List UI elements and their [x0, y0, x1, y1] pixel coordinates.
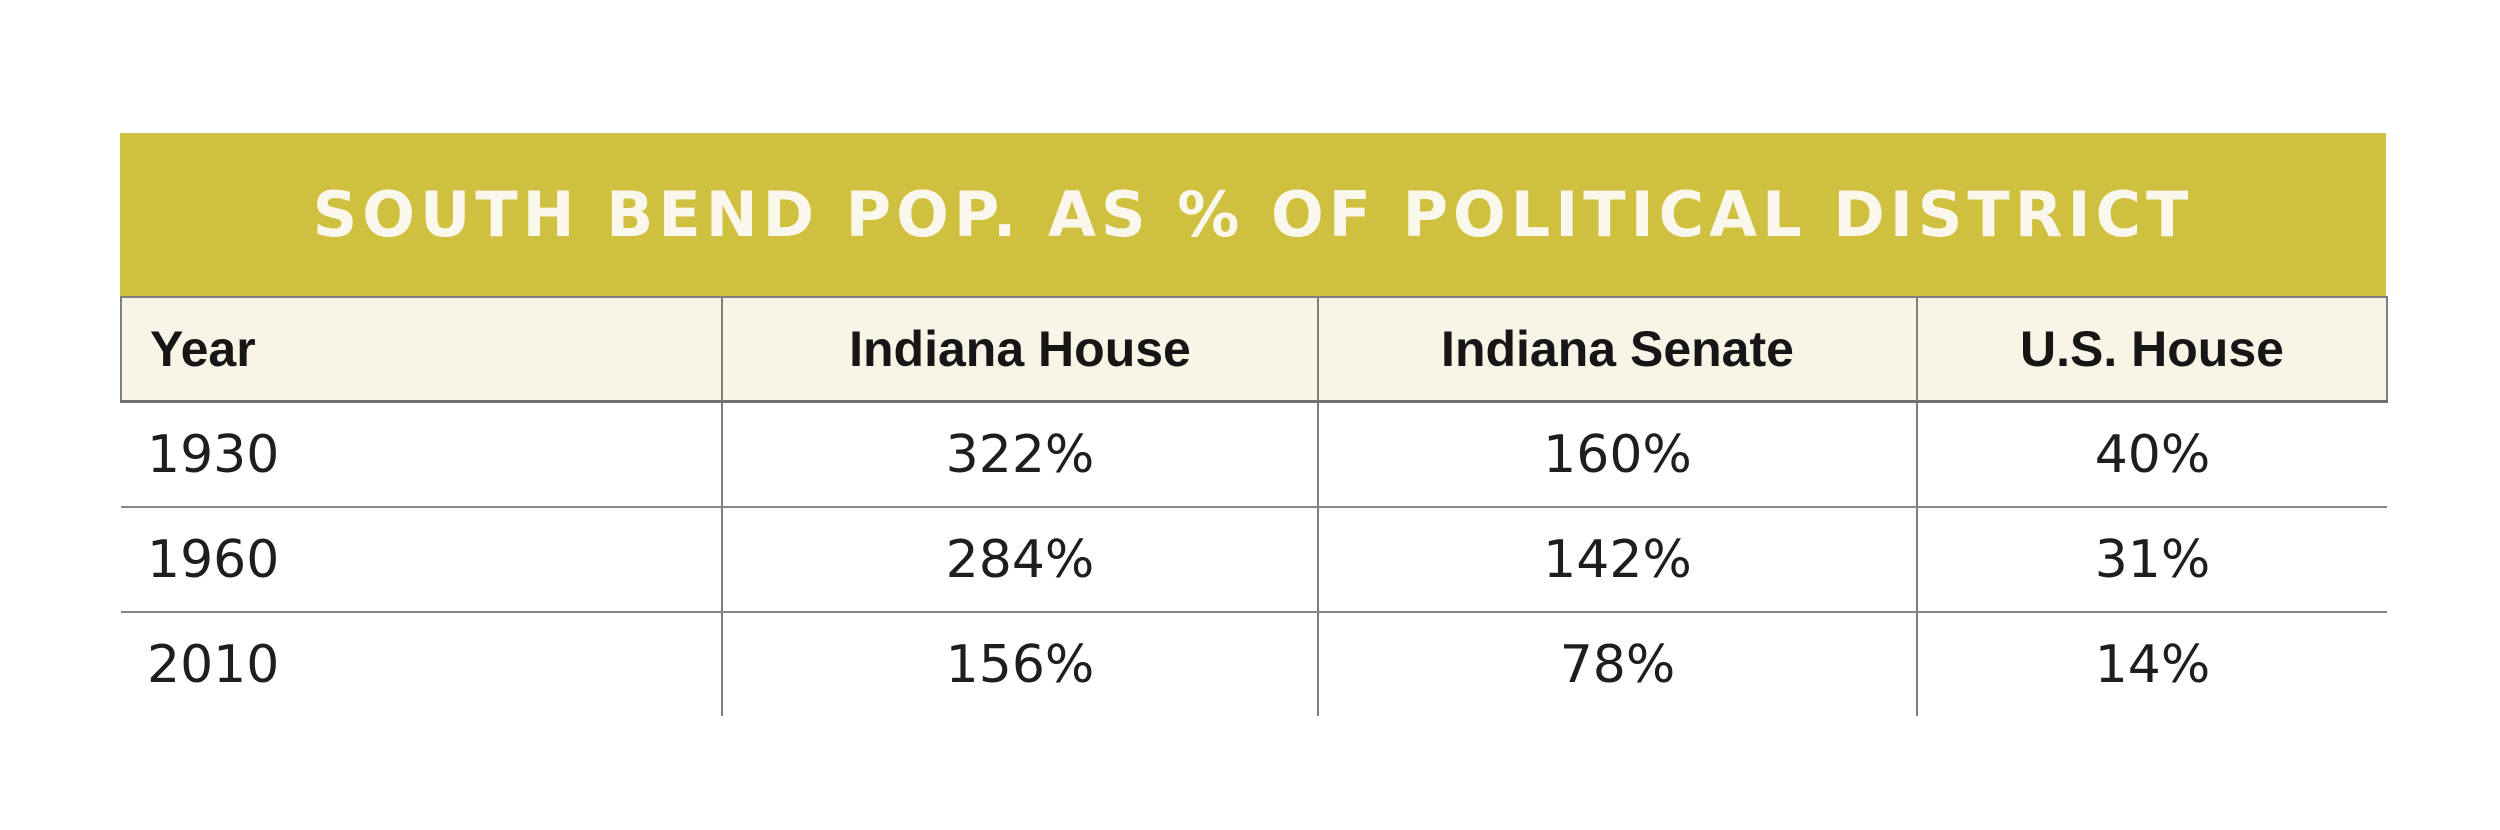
title-band: SOUTH BEND POP. AS % OF POLITICAL DISTRI… [120, 133, 2386, 296]
cell-2010-us-house: 14% [1917, 612, 2387, 716]
cell-year-1930: 1930 [121, 401, 723, 508]
column-header-us-house: U.S. House [1917, 296, 2388, 403]
cell-1960-indiana-house: 284% [722, 507, 1319, 613]
table-row-1930: 1930 322% 160% 40% [121, 401, 2387, 508]
table-row-2010: 2010 156% 78% 14% [121, 612, 2387, 716]
cell-year-1960: 1960 [121, 507, 723, 613]
table-title: SOUTH BEND POP. AS % OF POLITICAL DISTRI… [312, 178, 2194, 251]
cell-year-2010: 2010 [121, 612, 723, 716]
table-row-1960: 1960 284% 142% 31% [121, 507, 2387, 613]
cell-2010-indiana-house: 156% [722, 612, 1319, 716]
cell-1930-indiana-house: 322% [722, 401, 1319, 508]
cell-1960-us-house: 31% [1917, 507, 2387, 613]
cell-1930-indiana-senate: 160% [1318, 401, 1918, 508]
cell-1930-us-house: 40% [1917, 401, 2387, 508]
population-table: Year Indiana House Indiana Senate U.S. H… [120, 296, 2388, 716]
cell-2010-indiana-senate: 78% [1318, 612, 1918, 716]
column-header-indiana-senate: Indiana Senate [1318, 296, 1918, 403]
column-header-indiana-house: Indiana House [722, 296, 1319, 403]
table-header-row: Year Indiana House Indiana Senate U.S. H… [120, 296, 2388, 403]
column-header-year: Year [120, 296, 723, 403]
cell-1960-indiana-senate: 142% [1318, 507, 1918, 613]
